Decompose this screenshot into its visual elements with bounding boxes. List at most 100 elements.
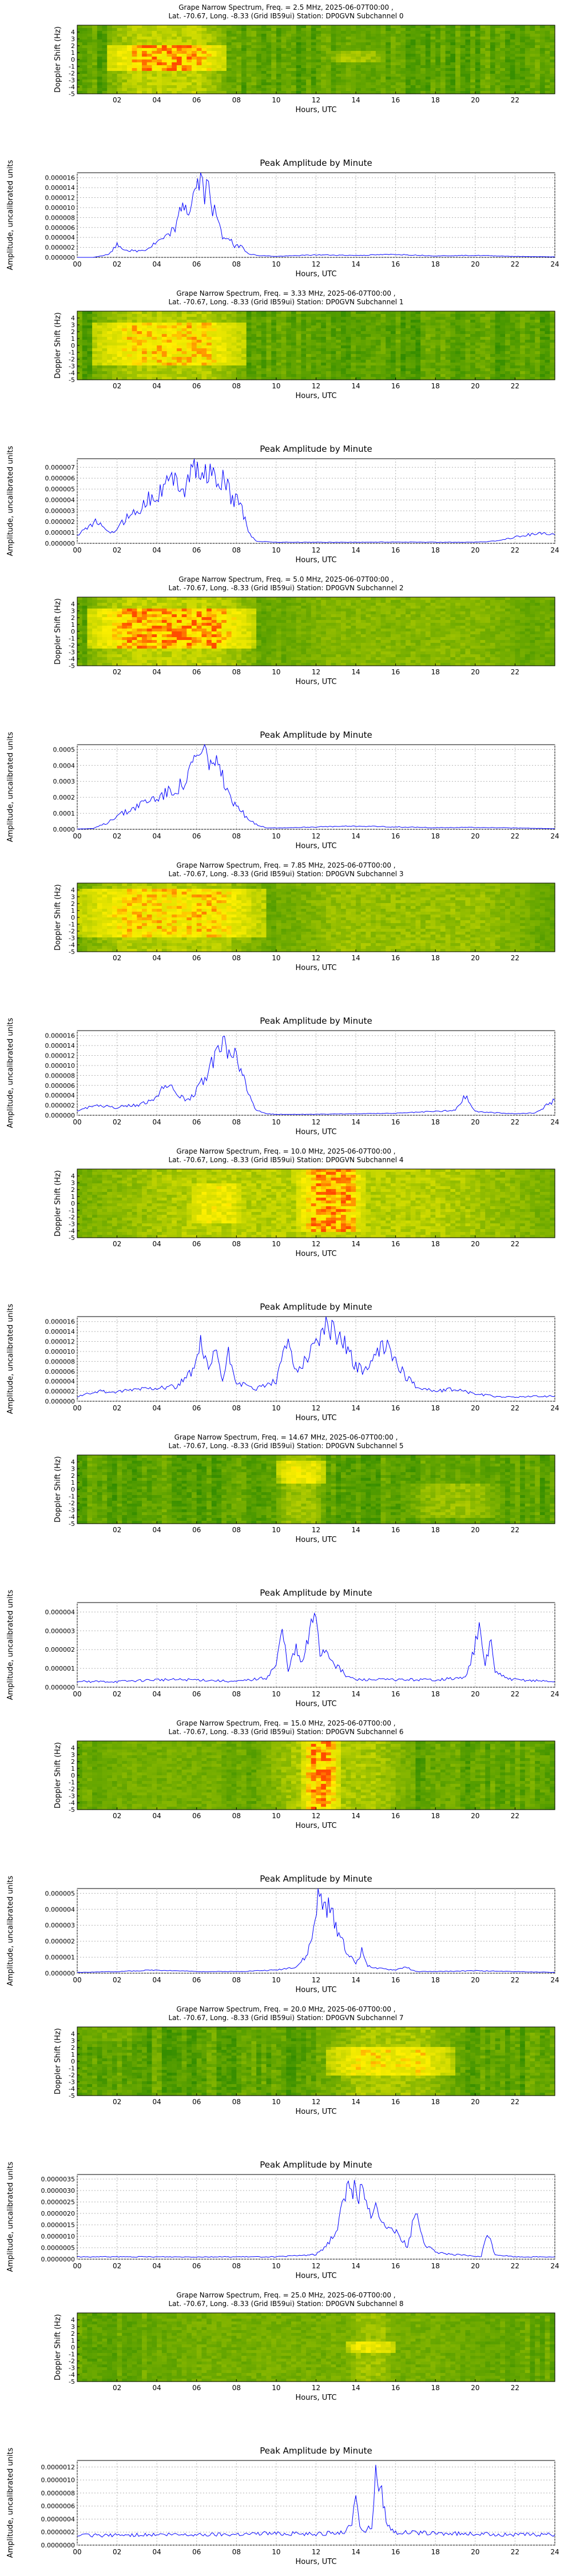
heatmap-cell [400,34,406,37]
heatmap-cell [251,337,256,340]
heatmap-cell [107,360,112,363]
heatmap-cell [366,65,371,69]
x-tick-label: 00 [73,546,81,554]
heatmap-cell [127,331,132,335]
heatmap-cell [515,88,520,92]
heatmap-cell [505,82,510,86]
heatmap-cell [301,62,306,66]
heatmap-cell [167,323,172,326]
heatmap-cell [485,360,490,363]
heatmap-cell [361,354,366,357]
heatmap-cell [122,51,127,54]
heatmap-cell [311,68,316,71]
heatmap-cell [122,345,127,349]
heatmap-cell [201,337,206,340]
heatmap-cell [326,85,331,89]
heatmap-cell [316,374,321,377]
heatmap-cell [206,325,212,329]
heatmap-cell [356,25,361,29]
heatmap-cell [97,68,102,71]
heatmap-cell [475,48,480,51]
heatmap-cell [361,79,366,83]
heatmap-cell [142,31,147,34]
heatmap-cell [107,34,112,37]
heatmap-cell [366,323,371,326]
heatmap-cell [525,363,530,366]
heatmap-cell [420,320,426,323]
heatmap-cell [446,357,451,360]
heatmap-cell [227,34,232,37]
heatmap-cell [316,74,321,77]
heatmap-cell [336,323,341,326]
heatmap-cell [485,354,490,357]
heatmap-cell [480,320,486,323]
heatmap-cell [520,317,525,320]
heatmap-cell [217,320,222,323]
heatmap-cell [197,357,202,360]
heatmap-cell [301,368,306,372]
heatmap-cell [212,39,217,43]
heatmap-cell [545,88,550,92]
heatmap-cell [162,328,167,332]
heatmap-cell [82,357,88,360]
heatmap-cell [306,337,311,340]
heatmap-cell [545,68,550,71]
heatmap-cell [346,57,351,60]
heatmap-cell [415,343,420,346]
heatmap-cell [435,374,440,377]
heatmap-cell [400,374,406,377]
heatmap-cell [286,374,291,377]
heatmap-cell [217,62,222,66]
heatmap-cell [470,314,475,317]
heatmap-cell [212,337,217,340]
heatmap-cell [281,62,287,66]
heatmap-cell [127,31,132,34]
heatmap-cell [470,311,475,315]
heatmap-cell [326,45,331,49]
heatmap-cell [306,357,311,360]
heatmap-cell [167,39,172,43]
heatmap-cell [311,62,316,66]
heatmap-cell [107,363,112,366]
heatmap-cell [261,28,267,31]
heatmap-cell [431,357,436,360]
heatmap-cell [540,57,545,60]
heatmap-cell [431,360,436,363]
heatmap-cell [505,368,510,372]
heatmap-cell [311,325,316,329]
heatmap-cell [386,79,391,83]
heatmap-cell [480,328,486,332]
heatmap-cell [361,48,366,51]
heatmap-cell [520,65,525,69]
heatmap-cell [256,368,261,372]
heatmap-cell [232,371,237,375]
x-tick-label: 08 [232,382,241,390]
heatmap-cell [127,363,132,366]
heatmap-cell [142,314,147,317]
heatmap-cell [550,351,555,355]
heatmap-cell [376,74,381,77]
heatmap-cell [460,25,466,29]
heatmap-cell [391,331,396,335]
heatmap-cell [351,77,356,80]
heatmap-cell [197,365,202,369]
heatmap-cell [391,351,396,355]
heatmap-cell [186,45,192,49]
heatmap-cell [326,365,331,369]
heatmap-cell [386,371,391,375]
heatmap-cell [206,368,212,372]
heatmap-cell [550,314,555,317]
heatmap-cell [465,354,470,357]
heatmap-cell [177,345,182,349]
heatmap-cell [97,320,102,323]
heatmap-cell [271,331,276,335]
heatmap-cell [82,626,88,629]
x-tick-label: 10 [272,382,280,390]
heatmap-cell [87,51,92,54]
heatmap-cell [495,31,500,34]
heatmap-cell [147,343,152,346]
heatmap-cell [271,371,276,375]
heatmap-cell [236,28,241,31]
heatmap-cell [112,631,117,635]
heatmap-cell [485,71,490,74]
